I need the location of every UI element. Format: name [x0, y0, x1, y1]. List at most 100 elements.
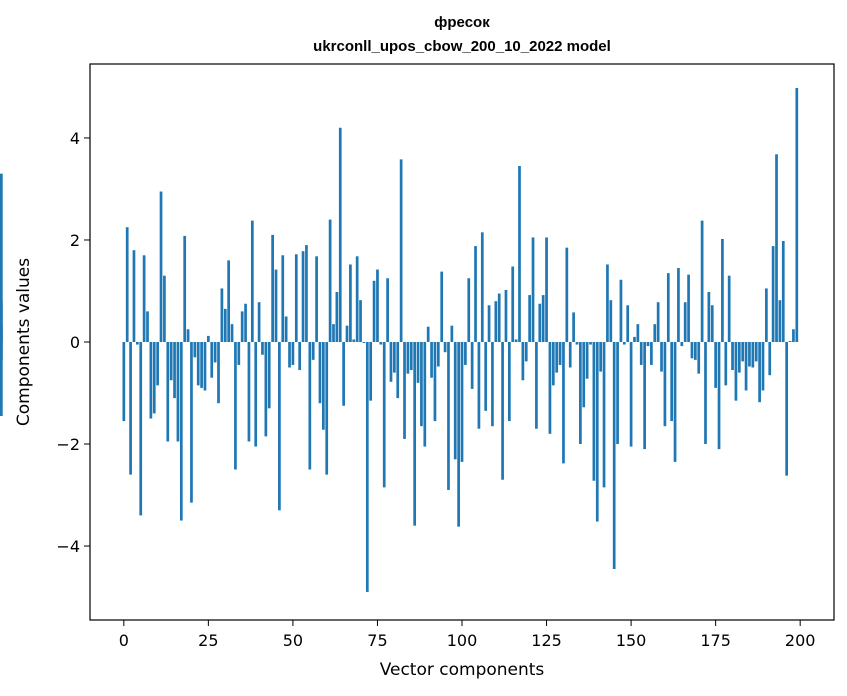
bar-73 [369, 342, 373, 401]
bar-49 [288, 342, 291, 368]
bar-148 [622, 342, 626, 345]
bar-151 [633, 336, 636, 342]
bar-166 [683, 302, 687, 342]
y-tick-label-4: 4 [70, 129, 80, 148]
bar-130 [562, 342, 565, 464]
x-tick-label-0: 0 [119, 631, 129, 650]
bar-55 [308, 342, 312, 470]
bar-118 [521, 342, 525, 381]
bar-53 [301, 251, 305, 342]
bar-105 [477, 342, 481, 429]
bar-23 [200, 342, 203, 388]
bar-132 [568, 342, 572, 368]
bar-158 [656, 302, 660, 342]
bar-108 [487, 305, 491, 342]
bar-177 [721, 238, 724, 342]
bar-85 [409, 342, 413, 371]
bar-129 [558, 342, 562, 365]
bar-120 [528, 295, 531, 342]
bar-164 [677, 268, 680, 342]
bar-75 [376, 269, 379, 342]
bar-156 [650, 342, 653, 365]
bar-125 [545, 237, 548, 342]
bar-153 [639, 342, 643, 365]
bar-17 [179, 342, 183, 521]
bar-2 [129, 342, 132, 475]
bar-47 [281, 255, 285, 342]
bar-10 [156, 342, 159, 386]
bar-104 [474, 246, 477, 342]
bar-157 [653, 324, 657, 342]
bar-93 [436, 342, 440, 367]
bar-88 [420, 342, 423, 427]
bar-11 [159, 191, 163, 342]
bar-9 [152, 342, 156, 414]
bar-81 [396, 342, 400, 399]
bar-99 [457, 342, 460, 527]
bar-14 [169, 342, 173, 381]
bar-42 [264, 342, 268, 437]
bar-60 [325, 342, 329, 475]
bar-28 [217, 342, 220, 404]
bar-89 [423, 342, 427, 447]
bar-40 [257, 302, 261, 342]
bar-43 [267, 342, 271, 409]
bar-174 [710, 305, 714, 342]
bar-94 [440, 271, 444, 342]
bar-103 [470, 342, 474, 389]
bar-191 [768, 342, 772, 376]
bar-45 [274, 269, 278, 342]
bar-38 [250, 220, 254, 342]
bar-192 [771, 246, 775, 342]
bar-97 [450, 325, 454, 342]
bar-74 [372, 280, 376, 342]
bar-197 [788, 340, 792, 342]
bar-31 [227, 260, 231, 342]
bar-193 [775, 154, 778, 342]
bar-142 [602, 342, 606, 488]
chart-title: фресок [434, 14, 490, 31]
bar-181 [734, 342, 738, 401]
bars-group [0, 87, 799, 592]
bar-116 [514, 339, 518, 342]
bar-83 [403, 342, 406, 439]
bar-67 [349, 264, 352, 342]
x-tick-label-150: 150 [616, 631, 647, 650]
bar-171 [700, 220, 704, 342]
bar-80 [393, 342, 396, 373]
bar-185 [748, 342, 751, 367]
bar-145 [612, 342, 616, 569]
bar-undefined [0, 342, 3, 416]
bar-1 [125, 227, 129, 342]
bar-172 [704, 342, 707, 445]
bar-196 [785, 342, 789, 476]
y-axis-label: Components values [14, 258, 34, 426]
bar-159 [660, 342, 663, 372]
bar-167 [687, 274, 690, 342]
bar-86 [413, 342, 417, 526]
bar-100 [460, 342, 464, 462]
x-tick-label-25: 25 [198, 631, 218, 650]
bar-150 [629, 342, 633, 447]
bar-66 [345, 325, 349, 342]
bar-undefined [0, 173, 3, 342]
bar-143 [606, 264, 609, 342]
bar-87 [416, 342, 420, 383]
bar-33 [234, 342, 237, 470]
bar-183 [741, 342, 745, 362]
bar-136 [582, 342, 586, 408]
bar-29 [220, 288, 224, 342]
bar-106 [480, 232, 484, 342]
bar-146 [616, 342, 619, 445]
bar-188 [758, 342, 761, 403]
bar-63 [335, 292, 339, 342]
bar-176 [717, 342, 721, 450]
bar-13 [166, 342, 170, 442]
bar-22 [196, 342, 200, 386]
x-tick-label-125: 125 [531, 631, 562, 650]
bar-187 [754, 342, 758, 362]
bar-25 [207, 335, 210, 342]
bar-78 [386, 278, 389, 342]
bar-122 [535, 342, 538, 429]
bar-3 [132, 250, 136, 342]
